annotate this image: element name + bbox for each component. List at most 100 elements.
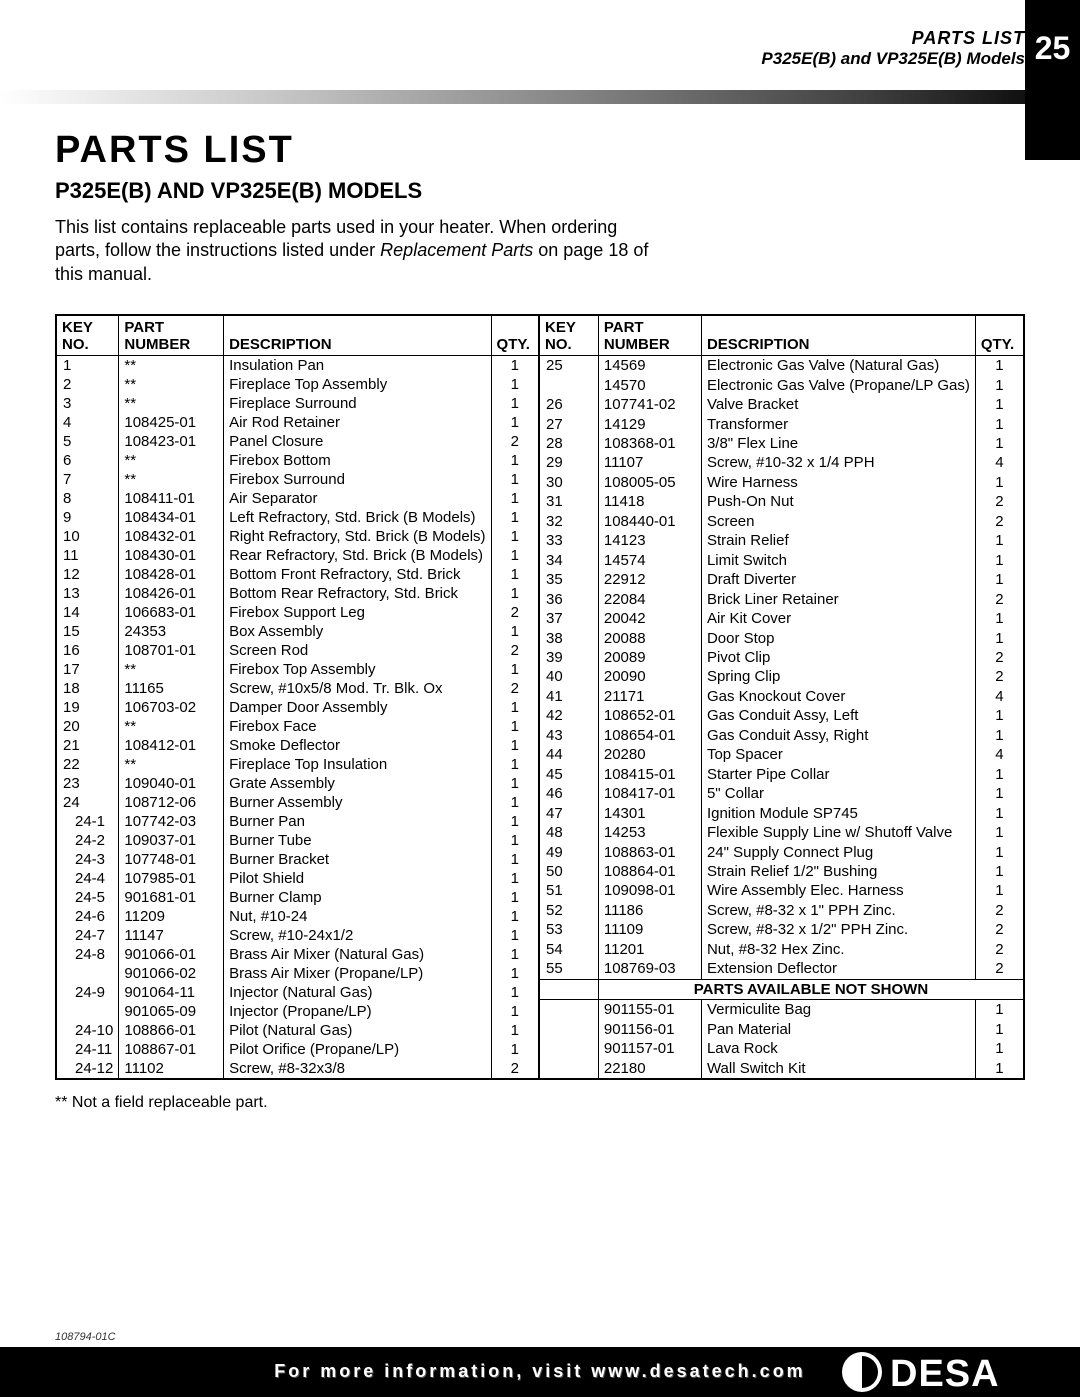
cell-qty: 1	[491, 489, 539, 508]
cell-desc: Top Spacer	[701, 745, 975, 764]
cell-desc: Injector (Natural Gas)	[224, 983, 491, 1002]
not-shown-header-row: PARTS AVAILABLE NOT SHOWN	[540, 979, 1023, 999]
cell-part: 108411-01	[119, 489, 224, 508]
cell-part: 106683-01	[119, 603, 224, 622]
cell-qty: 2	[491, 641, 539, 660]
table-row: 4108425-01Air Rod Retainer1	[57, 413, 539, 432]
cell-desc: Screw, #8-32 x 1/2" PPH Zinc.	[701, 920, 975, 939]
cell-part: **	[119, 470, 224, 489]
cell-desc: Gas Conduit Assy, Left	[701, 706, 975, 725]
cell-qty: 1	[975, 784, 1023, 803]
cell-part: 22180	[598, 1059, 701, 1079]
cell-part: 108434-01	[119, 508, 224, 527]
cell-desc: Fireplace Top Insulation	[224, 755, 491, 774]
cell-key: 2	[57, 375, 119, 394]
cell-qty: 1	[491, 850, 539, 869]
cell-key: 12	[57, 565, 119, 584]
cell-part: 106703-02	[119, 698, 224, 717]
table-row: 26107741-02Valve Bracket1	[540, 395, 1023, 414]
cell-part: 14301	[598, 804, 701, 823]
cell-key: 24-11	[57, 1040, 119, 1059]
cell-part: 108701-01	[119, 641, 224, 660]
cell-desc: Screw, #8-32x3/8	[224, 1059, 491, 1078]
cell-part: 11418	[598, 492, 701, 511]
table-row: 5211186Screw, #8-32 x 1" PPH Zinc.2	[540, 901, 1023, 920]
page-number: 25	[1025, 30, 1080, 67]
cell-part: 901156-01	[598, 1020, 701, 1039]
cell-part: 108652-01	[598, 706, 701, 725]
cell-qty: 1	[975, 804, 1023, 823]
cell-desc: Air Rod Retainer	[224, 413, 491, 432]
cell-desc: Pan Material	[701, 1020, 975, 1039]
table-row: 16108701-01Screen Rod2	[57, 641, 539, 660]
table-row: 24-11108867-01Pilot Orifice (Propane/LP)…	[57, 1040, 539, 1059]
cell-key: 47	[540, 804, 598, 823]
cell-part: 108769-03	[598, 959, 701, 979]
table-row: 46108417-015" Collar1	[540, 784, 1023, 803]
cell-desc: Burner Bracket	[224, 850, 491, 869]
cell-qty: 1	[491, 508, 539, 527]
cell-desc: Burner Tube	[224, 831, 491, 850]
cell-qty: 1	[975, 765, 1023, 784]
cell-qty: 1	[975, 395, 1023, 414]
cell-desc: Right Refractory, Std. Brick (B Models)	[224, 527, 491, 546]
cell-key: 24-6	[57, 907, 119, 926]
cell-part: 22084	[598, 590, 701, 609]
table-row: 4121171Gas Knockout Cover4	[540, 687, 1023, 706]
cell-desc: Valve Bracket	[701, 395, 975, 414]
table-row: 17**Firebox Top Assembly1	[57, 660, 539, 679]
cell-qty: 1	[491, 869, 539, 888]
table-row: 43108654-01Gas Conduit Assy, Right1	[540, 726, 1023, 745]
cell-desc: Injector (Propane/LP)	[224, 1002, 491, 1021]
cell-qty: 2	[975, 959, 1023, 979]
page-number-badge: 25	[1025, 0, 1080, 160]
cell-part: 24353	[119, 622, 224, 641]
cell-desc: Bottom Rear Refractory, Std. Brick	[224, 584, 491, 603]
cell-part: 14574	[598, 551, 701, 570]
table-row: 24-4107985-01Pilot Shield1	[57, 869, 539, 888]
table-row: 4420280Top Spacer4	[540, 745, 1023, 764]
cell-key: 54	[540, 940, 598, 959]
table-row: 19106703-02Damper Door Assembly1	[57, 698, 539, 717]
cell-key	[540, 1039, 598, 1058]
cell-part: 14570	[598, 376, 701, 395]
cell-part: 14129	[598, 415, 701, 434]
cell-desc: Draft Diverter	[701, 570, 975, 589]
cell-qty: 2	[491, 432, 539, 451]
cell-key: 11	[57, 546, 119, 565]
cell-part: 22912	[598, 570, 701, 589]
cell-part: 108864-01	[598, 862, 701, 881]
cell-qty: 2	[975, 648, 1023, 667]
cell-part: **	[119, 394, 224, 413]
cell-key: 24-9	[57, 983, 119, 1002]
cell-part: 108867-01	[119, 1040, 224, 1059]
table-row: 24-10108866-01Pilot (Natural Gas)1	[57, 1021, 539, 1040]
cell-desc: Firebox Face	[224, 717, 491, 736]
table-row: 5411201Nut, #8-32 Hex Zinc.2	[540, 940, 1023, 959]
cell-key: 24-3	[57, 850, 119, 869]
cell-key: 9	[57, 508, 119, 527]
table-row: 42108652-01Gas Conduit Assy, Left1	[540, 706, 1023, 725]
cell-part: **	[119, 660, 224, 679]
cell-key: 48	[540, 823, 598, 842]
cell-qty: 1	[975, 609, 1023, 628]
table-row: 28108368-013/8" Flex Line1	[540, 434, 1023, 453]
cell-qty: 1	[491, 394, 539, 413]
table-row: 2714129Transformer1	[540, 415, 1023, 434]
cell-key: 28	[540, 434, 598, 453]
cell-key: 3	[57, 394, 119, 413]
table-row: 23109040-01Grate Assembly1	[57, 774, 539, 793]
table-row: 45108415-01Starter Pipe Collar1	[540, 765, 1023, 784]
cell-part: 108428-01	[119, 565, 224, 584]
cell-desc: Air Separator	[224, 489, 491, 508]
table-row: 24-1107742-03Burner Pan1	[57, 812, 539, 831]
footnote: ** Not a field replaceable part.	[55, 1094, 1025, 1112]
cell-qty: 2	[975, 940, 1023, 959]
cell-desc: Screw, #10-24x1/2	[224, 926, 491, 945]
cell-key: 40	[540, 667, 598, 686]
cell-desc: Pilot Shield	[224, 869, 491, 888]
cell-desc: Lava Rock	[701, 1039, 975, 1058]
table-row: 4814253Flexible Supply Line w/ Shutoff V…	[540, 823, 1023, 842]
cell-part: 108712-06	[119, 793, 224, 812]
cell-part: 108432-01	[119, 527, 224, 546]
